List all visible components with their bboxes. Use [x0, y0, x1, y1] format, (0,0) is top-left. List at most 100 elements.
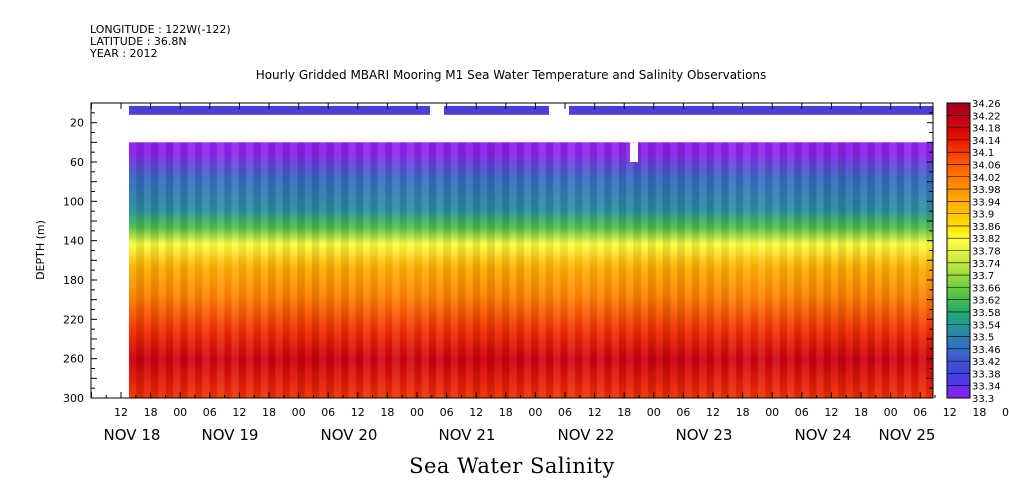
texture-strip	[867, 142, 875, 398]
texture-strip	[830, 142, 839, 398]
texture-strip	[501, 142, 510, 398]
heatmap-layer	[129, 105, 934, 398]
texture-strip	[275, 142, 283, 398]
x-hour-label: 12	[706, 406, 720, 419]
texture-strip	[231, 142, 240, 398]
colorbar-label: 33.34	[972, 382, 1001, 393]
texture-strip	[655, 142, 664, 398]
x-hour-label: 00	[173, 406, 187, 419]
texture-strip	[567, 142, 576, 398]
texture-strip	[209, 142, 218, 398]
x-hour-label: 06	[440, 406, 454, 419]
colorbar-label: 34.06	[972, 160, 1001, 171]
texture-strip	[611, 142, 620, 398]
texture-strip	[487, 142, 495, 398]
year-label: YEAR : 2012	[90, 47, 158, 60]
texture-strip	[450, 142, 459, 398]
y-tick-label: 100	[63, 195, 84, 208]
texture-strip	[282, 142, 291, 398]
texture-strip	[728, 142, 737, 398]
y-tick-label: 220	[63, 313, 84, 326]
texture-strip	[852, 142, 861, 398]
texture-strip	[129, 142, 137, 398]
texture-strip	[596, 142, 605, 398]
x-hour-label: 12	[351, 406, 365, 419]
texture-strip	[699, 142, 707, 398]
texture-strip	[874, 142, 883, 398]
texture-strip	[267, 142, 276, 398]
texture-strip	[289, 142, 298, 398]
colorbar-label: 33.74	[972, 259, 1001, 270]
colorbar-label: 33.66	[972, 283, 1001, 294]
colorbar-label: 33.98	[972, 185, 1001, 196]
texture-strip	[794, 142, 802, 398]
texture-strip	[172, 142, 181, 398]
texture-strip	[150, 142, 159, 398]
texture-strip	[165, 142, 174, 398]
texture-strip	[838, 142, 846, 398]
texture-strip	[538, 142, 547, 398]
texture-strip	[421, 142, 430, 398]
texture-strip	[260, 142, 269, 398]
x-hour-label: 18	[736, 406, 750, 419]
texture-strip	[816, 142, 824, 398]
texture-strip	[574, 142, 583, 398]
latitude-label: LATITUDE : 36.8N	[90, 35, 187, 48]
texture-strip	[202, 142, 210, 398]
colorbar-label: 33.7	[972, 271, 994, 282]
x-date-label: NOV 20	[321, 426, 378, 444]
texture-strip	[297, 142, 305, 398]
texture-strip	[604, 142, 612, 398]
texture-strip	[786, 142, 795, 398]
texture-strip	[735, 142, 744, 398]
texture-strip	[355, 142, 364, 398]
colorbar-label: 34.1	[972, 148, 994, 159]
texture-strip	[136, 142, 145, 398]
texture-strip	[333, 142, 342, 398]
colorbar-label: 33.42	[972, 357, 1001, 368]
texture-strip	[669, 142, 678, 398]
texture-strip	[479, 142, 488, 398]
x-hour-label: 12	[114, 406, 128, 419]
texture-strip	[552, 142, 561, 398]
x-hour-label: 00	[292, 406, 306, 419]
texture-strip	[370, 142, 378, 398]
x-hour-label: 06	[558, 406, 572, 419]
colorbar-label: 33.86	[972, 222, 1001, 233]
texture-strip	[377, 142, 386, 398]
x-hour-label: 00	[528, 406, 542, 419]
x-hour-label: 18	[854, 406, 868, 419]
texture-strip	[662, 142, 671, 398]
axes: 20 60 100 140 180 220 260 300 12 18 00 06 12 18 00 06 12…	[63, 102, 1009, 444]
texture-strip	[216, 142, 225, 398]
texture-strip	[472, 142, 481, 398]
colorbar-label: 33.54	[972, 320, 1001, 331]
x-hour-label: 00	[884, 406, 898, 419]
x-hour-label: 00	[1002, 406, 1009, 419]
texture-strip	[589, 142, 598, 398]
x-hour-label: 18	[380, 406, 394, 419]
colorbar-label: 33.5	[972, 333, 994, 344]
texture-strip	[859, 142, 868, 398]
texture-strip	[414, 142, 422, 398]
texture-strip	[911, 142, 919, 398]
texture-strip	[253, 142, 262, 398]
texture-strip	[560, 142, 568, 398]
x-hour-label: 06	[795, 406, 809, 419]
colorbar-label: 33.3	[972, 394, 994, 405]
texture-strip	[743, 142, 751, 398]
texture-strip	[896, 142, 905, 398]
y-tick-label: 180	[63, 274, 84, 287]
texture-strip	[582, 142, 590, 398]
longitude-label: LONGITUDE : 122W(-122)	[90, 23, 231, 36]
texture-strip	[516, 142, 525, 398]
colorbar-label: 34.26	[972, 99, 1001, 110]
texture-strip	[750, 142, 759, 398]
texture-strip	[436, 142, 444, 398]
x-date-label: NOV 24	[795, 426, 852, 444]
texture-strip	[772, 142, 780, 398]
texture-strip	[764, 142, 773, 398]
x-axis-title: Sea Water Salinity	[409, 454, 615, 478]
x-hour-label: 12	[943, 406, 957, 419]
colorbar-label: 34.02	[972, 173, 1001, 184]
